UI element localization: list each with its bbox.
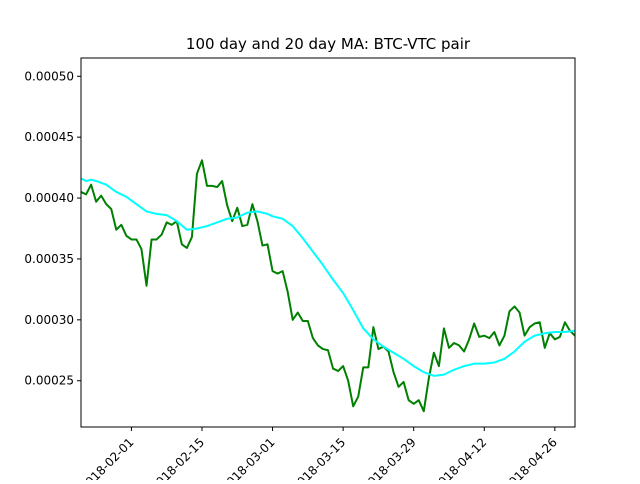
series-line-green xyxy=(81,159,575,413)
series-line-cyan xyxy=(81,177,575,377)
plot-area-frame xyxy=(80,57,576,428)
y-tick-label: 0.00040 xyxy=(24,191,74,205)
y-tick-label: 0.00050 xyxy=(24,69,74,83)
y-tick-label: 0.00025 xyxy=(24,374,74,388)
y-axis: 0.00025 0.00030 0.00035 0.00040 0.00045 0.000… xyxy=(24,69,81,388)
series-layer xyxy=(81,159,575,413)
chart-title: 100 day and 20 day MA: BTC-VTC pair xyxy=(186,35,471,53)
y-tick-label: 0.00045 xyxy=(24,130,74,144)
y-tick-label: 0.00035 xyxy=(24,252,74,266)
y-tick-label: 0.00030 xyxy=(24,313,74,327)
